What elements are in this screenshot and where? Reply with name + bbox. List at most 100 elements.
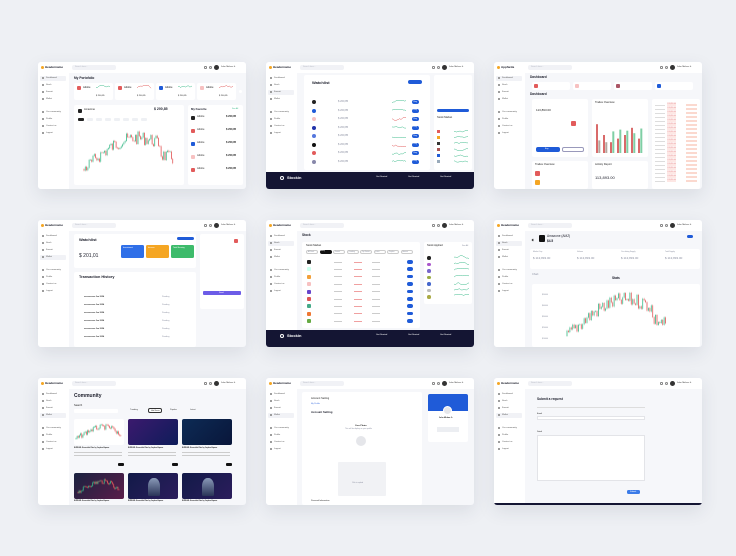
buy-button[interactable] — [407, 311, 413, 316]
settings-icon[interactable] — [209, 66, 212, 69]
footer-link[interactable]: Get Started — [376, 334, 388, 336]
stock-chip[interactable] — [614, 82, 652, 90]
tab-hot-news[interactable]: Hot News — [148, 408, 162, 413]
footer-link[interactable]: Get Started — [408, 176, 420, 178]
settings-icon[interactable] — [437, 224, 440, 227]
search-input[interactable]: Search here... — [300, 381, 344, 386]
sidebar-item-wallet[interactable]: Wallet — [40, 254, 66, 260]
tab-trending[interactable]: Trending — [128, 408, 142, 413]
search-input[interactable]: Search here... — [72, 223, 116, 228]
sidebar-item-favorit[interactable]: Favorit — [496, 406, 522, 411]
buy-button[interactable] — [407, 267, 413, 271]
sidebar-item-contact-us[interactable]: Contact us — [496, 440, 522, 445]
sidebar-item-profile[interactable]: Profile — [268, 275, 294, 280]
sidebar-item-logout[interactable]: Logout — [496, 447, 522, 452]
sidebar-item-our-community[interactable]: Our community — [268, 268, 294, 273]
timeframe-tab[interactable] — [114, 118, 120, 121]
sidebar-item-favorit[interactable]: Favorit — [268, 89, 294, 95]
notification-icon[interactable] — [432, 66, 435, 69]
topic-select[interactable] — [537, 404, 645, 408]
footer-link[interactable]: Get Started — [440, 176, 452, 178]
notification-icon[interactable] — [432, 382, 435, 385]
footer-link[interactable]: Get Started — [408, 334, 420, 336]
sidebar-item-profile[interactable]: Profile — [496, 433, 522, 438]
sidebar-item-logout[interactable]: Logout — [496, 131, 522, 136]
sidebar-item-favorit[interactable]: Favorit — [268, 248, 294, 253]
settings-icon[interactable] — [437, 382, 440, 385]
filter-chip[interactable]: Favorit — [333, 250, 345, 254]
sidebar-item-our-community[interactable]: Our community — [496, 426, 522, 431]
sidebar-item-logout[interactable]: Logout — [40, 447, 66, 452]
post-image[interactable] — [74, 473, 124, 499]
favorite-name[interactable]: Adobe — [197, 167, 205, 170]
avatar[interactable] — [442, 223, 447, 228]
stock-chip[interactable] — [573, 82, 611, 90]
trade-button[interactable] — [437, 109, 469, 112]
buy-button[interactable] — [407, 260, 413, 264]
user-name[interactable]: John Mirkan Jr — [221, 382, 236, 385]
sell-button[interactable] — [562, 147, 584, 152]
sidebar-item-dashboard[interactable]: Dashboard — [40, 75, 66, 81]
filter-chip[interactable]: Popular — [387, 250, 399, 254]
notification-icon[interactable] — [660, 382, 663, 385]
sidebar-item-favorit[interactable]: Favorit — [496, 90, 522, 95]
settings-icon[interactable] — [209, 224, 212, 227]
see-all-link[interactable]: See All — [232, 108, 239, 110]
post-image[interactable] — [182, 473, 232, 499]
sidebar-item-contact-us[interactable]: Contact us — [496, 124, 522, 129]
sidebar-item-stock[interactable]: Stock — [268, 399, 294, 404]
sidebar-item-profile[interactable]: Profile — [40, 275, 66, 280]
transaction-id[interactable]: xxxxxxxxxx Jan 2024 — [84, 304, 105, 306]
scroll-right-button[interactable] — [239, 90, 242, 93]
user-name[interactable]: John Mirkan Jr — [221, 224, 236, 227]
sidebar-item-profile[interactable]: Profile — [40, 433, 66, 438]
sidebar-item-our-community[interactable]: Our community — [40, 268, 66, 273]
avatar[interactable] — [670, 381, 675, 386]
stats-tab[interactable]: Stats — [612, 276, 620, 280]
sidebar-item-favorit[interactable]: Favorit — [268, 406, 294, 411]
search-input[interactable]: Search here... — [72, 65, 116, 70]
user-name[interactable]: John Mirkan Jr — [449, 382, 464, 385]
sidebar-item-stock[interactable]: Stock — [268, 83, 294, 88]
stock-card[interactable]: Adobe $ 200,85 — [156, 83, 195, 100]
sidebar-item-wallet[interactable]: Wallet — [40, 412, 66, 418]
post-image[interactable] — [128, 473, 178, 499]
sidebar-item-logout[interactable]: Logout — [268, 289, 294, 294]
settings-icon[interactable] — [437, 66, 440, 69]
stock-card[interactable]: Adobe $ 200,85 — [197, 83, 236, 100]
buy-button[interactable]: Buy — [412, 134, 419, 138]
buy-button[interactable] — [407, 289, 413, 294]
notification-icon[interactable] — [660, 224, 663, 227]
favorite-name[interactable]: Adobe — [197, 128, 205, 131]
sidebar-item-profile[interactable]: Profile — [268, 433, 294, 438]
buy-button[interactable] — [407, 304, 413, 308]
summary-card-2[interactable]: Income — [146, 245, 169, 258]
sidebar-item-our-community[interactable]: Our community — [40, 110, 66, 115]
sidebar-item-stock[interactable]: Stock — [40, 83, 66, 88]
sidebar-item-contact-us[interactable]: Contact us — [268, 124, 294, 129]
sidebar-item-dashboard[interactable]: Dashboard — [496, 392, 522, 397]
sidebar-item-stock[interactable]: Stock — [496, 83, 522, 88]
buy-button[interactable] — [407, 319, 413, 323]
sidebar-item-our-community[interactable]: Our community — [268, 110, 294, 115]
notification-icon[interactable] — [432, 224, 435, 227]
post-title[interactable]: EURUSD: Ensemble Rise by Jayden Kapoor — [182, 447, 218, 449]
upload-dropzone[interactable]: Click to upload — [338, 462, 386, 496]
sidebar-item-favorit[interactable]: Favorit — [496, 248, 522, 253]
post-title[interactable]: EURUSD: Ensemble Rise by Jayden Kapoor — [74, 447, 110, 449]
sidebar-item-contact-us[interactable]: Contact us — [40, 440, 66, 445]
buy-button[interactable]: Buy — [412, 142, 419, 147]
buy-button[interactable] — [687, 235, 693, 238]
back-button[interactable] — [531, 238, 535, 242]
user-name[interactable]: John Mirkan Jr — [449, 66, 464, 69]
sidebar-item-contact-us[interactable]: Contact us — [40, 124, 66, 129]
search-input[interactable]: Search here... — [300, 223, 344, 228]
stock-chip[interactable] — [532, 82, 570, 90]
email-input[interactable] — [537, 416, 645, 420]
notification-icon[interactable] — [204, 382, 207, 385]
favorite-name[interactable]: Adobe — [197, 154, 205, 157]
summary-card-3[interactable]: Total Earning — [171, 245, 194, 258]
avatar[interactable] — [670, 223, 675, 228]
user-name[interactable]: John Mirkan Jr — [677, 382, 692, 385]
tab-popular[interactable]: Popular — [168, 408, 182, 413]
